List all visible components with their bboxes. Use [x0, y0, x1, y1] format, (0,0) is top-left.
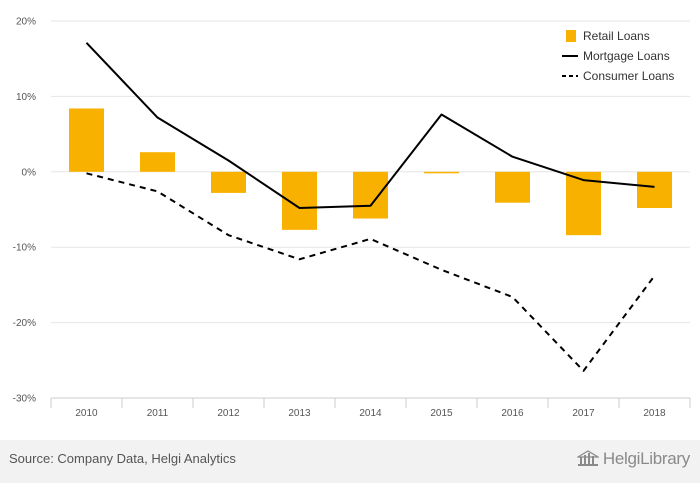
x-tick-label: 2011: [147, 408, 169, 419]
legend-swatch-retail-loans: [566, 30, 576, 42]
bar-retail-loans: [353, 171, 388, 219]
source-note: Source: Company Data, Helgi Analytics: [9, 451, 236, 466]
y-tick-label: -20%: [13, 318, 36, 329]
x-tick-label: 2012: [217, 408, 240, 419]
x-tick-label: 2010: [75, 408, 98, 419]
legend: Retail Loans Mortgage Loans Consumer Loans: [562, 29, 674, 83]
y-tick-label: 10%: [16, 92, 36, 103]
line-mortgage-loans: [85, 42, 655, 209]
legend-label: Retail Loans: [583, 29, 650, 43]
bar-layer: [69, 108, 672, 236]
x-tick-label: 2014: [359, 408, 382, 419]
y-tick-label: -10%: [13, 243, 36, 254]
x-tick-label: 2017: [572, 408, 595, 419]
chart-area: 20% 10% 0% -10% -20% -30% 2010 2011 2012 2013 2014…: [13, 17, 691, 419]
line-consumer-loans: [86, 172, 656, 372]
y-tick-label: 0%: [22, 167, 37, 178]
y-tick-label: 20%: [16, 17, 36, 28]
brand-logo: HelgiLibrary: [576, 449, 690, 469]
y-tick-label: -30%: [13, 394, 36, 405]
bar-retail-loans: [566, 171, 601, 236]
x-tick-label: 2013: [288, 408, 311, 419]
legend-label: Consumer Loans: [583, 69, 674, 83]
brand-name: HelgiLibrary: [602, 449, 690, 468]
bar-retail-loans: [211, 171, 246, 193]
axis-layer: 20% 10% 0% -10% -20% -30% 2010 2011 2012 2013 2014…: [13, 17, 691, 419]
legend-label: Mortgage Loans: [583, 49, 670, 63]
bar-retail-loans: [424, 171, 459, 174]
helgi-building-icon: [576, 450, 599, 466]
x-tick-label: 2015: [430, 408, 453, 419]
footer: Source: Company Data, Helgi Analytics He…: [0, 440, 700, 483]
bar-retail-loans: [495, 171, 530, 203]
bar-retail-loans: [69, 108, 104, 172]
x-tick-label: 2016: [501, 408, 524, 419]
x-tick-label: 2018: [643, 408, 666, 419]
line-layer: [85, 42, 656, 372]
bar-retail-loans: [637, 171, 672, 208]
bar-retail-loans: [140, 152, 175, 172]
chart-svg: 20% 10% 0% -10% -20% -30% 2010 2011 2012 2013 2014…: [13, 17, 691, 419]
